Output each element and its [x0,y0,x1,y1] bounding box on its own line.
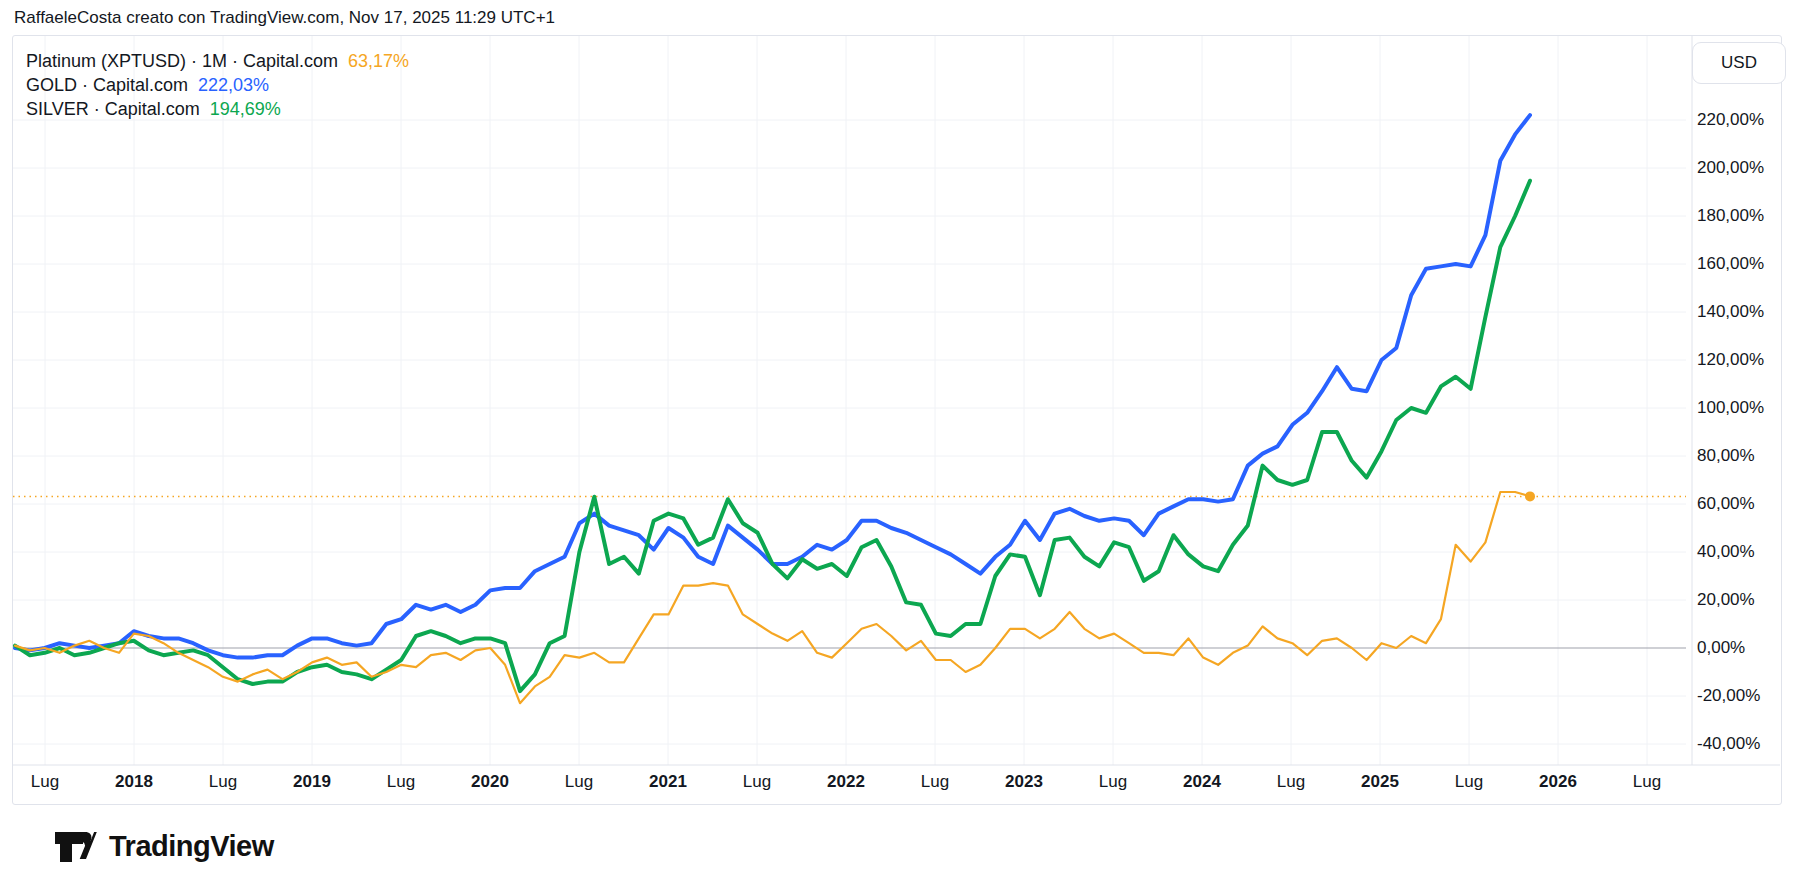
price-axis-label: 220,00% [1697,110,1764,130]
time-axis-month-label: Lug [1607,772,1687,792]
price-axis-label: 60,00% [1697,494,1755,514]
time-axis-month-label: Lug [895,772,975,792]
currency-unit-button[interactable]: USD [1692,42,1786,84]
silver-line [15,181,1530,692]
time-axis-month-label: Lug [1429,772,1509,792]
price-axis-label: 100,00% [1697,398,1764,418]
price-axis-label: 120,00% [1697,350,1764,370]
time-axis-month-label: Lug [5,772,85,792]
time-axis-month-label: Lug [1251,772,1331,792]
price-axis-label: 140,00% [1697,302,1764,322]
time-axis-year-label: 2018 [94,772,174,792]
price-axis-label: 180,00% [1697,206,1764,226]
time-axis-year-label: 2026 [1518,772,1598,792]
time-axis-month-label: Lug [717,772,797,792]
time-axis-year-label: 2022 [806,772,886,792]
time-axis-year-label: 2019 [272,772,352,792]
price-axis-label: 40,00% [1697,542,1755,562]
legend-value-gold: 222,03% [198,75,269,96]
time-axis-year-label: 2021 [628,772,708,792]
tradingview-logo-text: TradingView [109,830,274,863]
time-axis-month-label: Lug [539,772,619,792]
time-axis-year-label: 2023 [984,772,1064,792]
price-axis-label: -20,00% [1697,686,1760,706]
footer: TradingView [55,830,274,863]
time-axis-year-label: 2020 [450,772,530,792]
legend-row-silver[interactable]: SILVER · Capital.com 194,69% [26,97,409,121]
time-axis-month-label: Lug [1073,772,1153,792]
price-chart[interactable] [0,0,1793,893]
price-axis-label: 0,00% [1697,638,1745,658]
platinum-last-value-dot [1525,491,1535,501]
time-axis-month-label: Lug [183,772,263,792]
price-axis-label: -40,00% [1697,734,1760,754]
platinum-line [15,492,1530,703]
price-axis-label: 200,00% [1697,158,1764,178]
price-axis-label: 80,00% [1697,446,1755,466]
time-axis-month-label: Lug [361,772,441,792]
legend-value-silver: 194,69% [210,99,281,120]
legend-label-silver: SILVER · Capital.com [26,99,200,120]
price-axis-label: 160,00% [1697,254,1764,274]
time-axis-year-label: 2025 [1340,772,1420,792]
chart-legend: Platinum (XPTUSD) · 1M · Capital.com 63,… [26,49,409,121]
legend-value-platinum: 63,17% [348,51,409,72]
price-axis-label: 20,00% [1697,590,1755,610]
gold-line [15,115,1530,658]
legend-row-platinum[interactable]: Platinum (XPTUSD) · 1M · Capital.com 63,… [26,49,409,73]
time-axis-year-label: 2024 [1162,772,1242,792]
legend-row-gold[interactable]: GOLD · Capital.com 222,03% [26,73,409,97]
legend-label-platinum: Platinum (XPTUSD) · 1M · Capital.com [26,51,338,72]
tradingview-logo-icon [55,831,97,863]
legend-label-gold: GOLD · Capital.com [26,75,188,96]
